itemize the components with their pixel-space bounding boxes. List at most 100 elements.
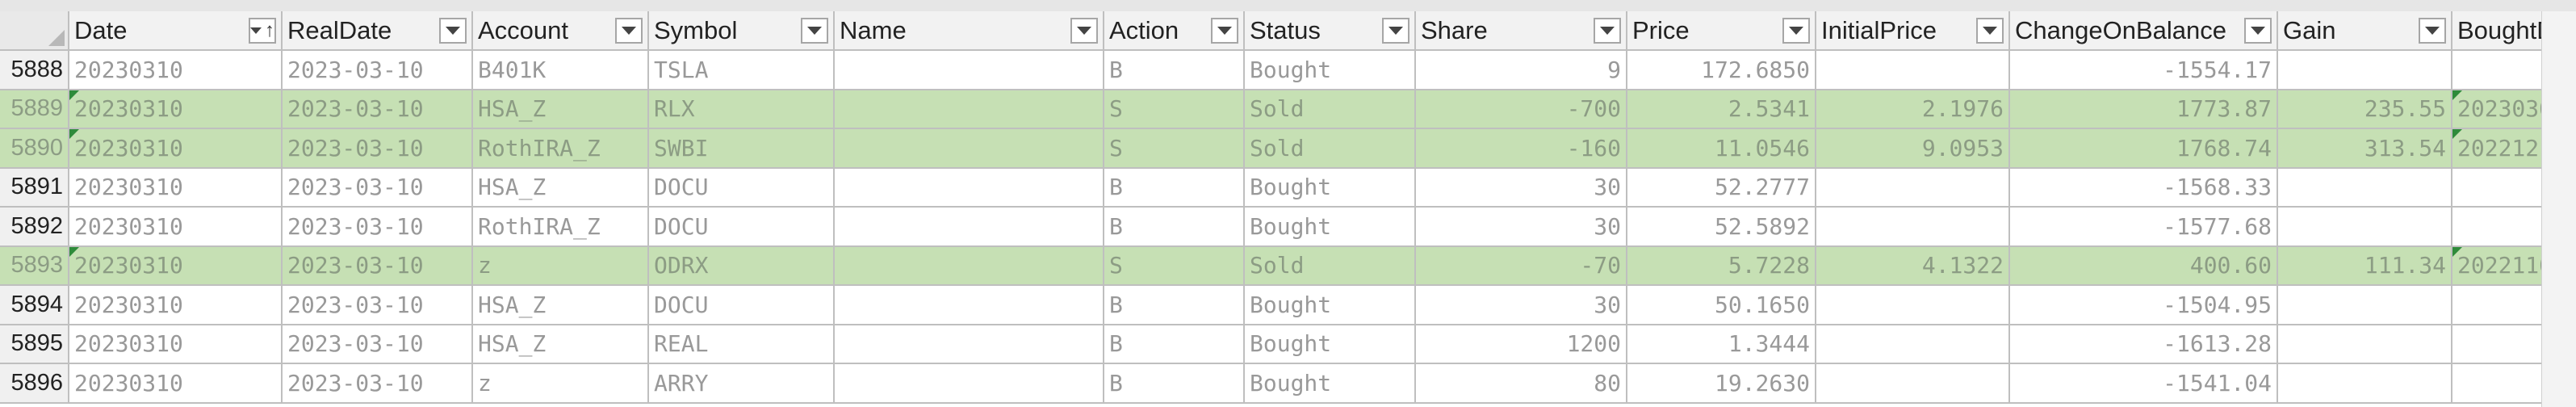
cell-initialprice[interactable] xyxy=(1816,51,2010,90)
column-header-status[interactable]: Status xyxy=(1245,11,1416,51)
column-header-price[interactable]: Price xyxy=(1627,11,1816,51)
cell-realdate[interactable]: 2023-03-10 xyxy=(283,286,473,325)
cell-realdate[interactable]: 2023-03-10 xyxy=(283,90,473,129)
cell-share[interactable]: 30 xyxy=(1416,208,1627,247)
row-number[interactable]: 5894 xyxy=(0,286,69,325)
filter-button[interactable] xyxy=(2244,18,2272,44)
cell-account[interactable]: HSA_Z xyxy=(473,90,649,129)
cell-date[interactable]: 20230310 xyxy=(69,208,283,247)
column-header-realdate[interactable]: RealDate xyxy=(283,11,473,51)
cell-status[interactable]: Bought xyxy=(1245,51,1416,90)
cell-initialprice[interactable] xyxy=(1816,286,2010,325)
cell-symbol[interactable]: SWBI xyxy=(649,129,835,169)
row-number[interactable]: 5891 xyxy=(0,168,69,208)
column-header-initialprice[interactable]: InitialPrice xyxy=(1816,11,2010,51)
cell-name[interactable] xyxy=(835,325,1104,364)
row-number[interactable]: 5888 xyxy=(0,51,69,90)
cell-gain[interactable]: 235.55 xyxy=(2278,90,2452,129)
cell-name[interactable] xyxy=(835,364,1104,404)
cell-realdate[interactable]: 2023-03-10 xyxy=(283,51,473,90)
cell-name[interactable] xyxy=(835,286,1104,325)
cell-share[interactable]: 1200 xyxy=(1416,325,1627,364)
cell-account[interactable]: HSA_Z xyxy=(473,286,649,325)
cell-account[interactable]: HSA_Z xyxy=(473,168,649,208)
filter-button[interactable] xyxy=(801,18,828,44)
cell-changeonbalance[interactable]: 400.60 xyxy=(2010,246,2278,286)
cell-action[interactable]: B xyxy=(1104,208,1245,247)
cell-date[interactable]: 20230310 xyxy=(69,246,283,286)
cell-date[interactable]: 20230310 xyxy=(69,325,283,364)
cell-price[interactable]: 52.5892 xyxy=(1627,208,1816,247)
filter-button[interactable] xyxy=(1070,18,1098,44)
cell-action[interactable]: B xyxy=(1104,364,1245,404)
cell-price[interactable]: 1.3444 xyxy=(1627,325,1816,364)
filter-button[interactable] xyxy=(439,18,467,44)
cell-price[interactable]: 11.0546 xyxy=(1627,129,1816,169)
column-header-symbol[interactable]: Symbol xyxy=(649,11,835,51)
cell-action[interactable]: B xyxy=(1104,168,1245,208)
cell-realdate[interactable]: 2023-03-10 xyxy=(283,168,473,208)
filter-button[interactable] xyxy=(615,18,643,44)
cell-price[interactable]: 52.2777 xyxy=(1627,168,1816,208)
column-header-name[interactable]: Name xyxy=(835,11,1104,51)
cell-initialprice[interactable] xyxy=(1816,168,2010,208)
row-number[interactable]: 5892 xyxy=(0,208,69,247)
cell-symbol[interactable]: ODRX xyxy=(649,246,835,286)
cell-realdate[interactable]: 2023-03-10 xyxy=(283,364,473,404)
row-number[interactable]: 5893 xyxy=(0,246,69,286)
cell-account[interactable]: z xyxy=(473,364,649,404)
row-number[interactable]: 5895 xyxy=(0,325,69,364)
row-number[interactable]: 5896 xyxy=(0,364,69,404)
cell-status[interactable]: Sold xyxy=(1245,90,1416,129)
column-header-share[interactable]: Share xyxy=(1416,11,1627,51)
cell-gain[interactable] xyxy=(2278,168,2452,208)
cell-share[interactable]: -700 xyxy=(1416,90,1627,129)
cell-initialprice[interactable] xyxy=(1816,325,2010,364)
cell-action[interactable]: S xyxy=(1104,129,1245,169)
sort-filter-button[interactable]: ↑ xyxy=(249,18,276,44)
cell-date[interactable]: 20230310 xyxy=(69,364,283,404)
row-number[interactable]: 5889 xyxy=(0,90,69,129)
cell-share[interactable]: -70 xyxy=(1416,246,1627,286)
cell-action[interactable]: S xyxy=(1104,246,1245,286)
cell-symbol[interactable]: REAL xyxy=(649,325,835,364)
cell-changeonbalance[interactable]: -1577.68 xyxy=(2010,208,2278,247)
cell-name[interactable] xyxy=(835,208,1104,247)
cell-action[interactable]: B xyxy=(1104,51,1245,90)
vertical-scrollbar[interactable] xyxy=(2541,11,2576,407)
cell-action[interactable]: S xyxy=(1104,90,1245,129)
cell-realdate[interactable]: 2023-03-10 xyxy=(283,129,473,169)
cell-date[interactable]: 20230310 xyxy=(69,286,283,325)
cell-date[interactable]: 20230310 xyxy=(69,168,283,208)
filter-button[interactable] xyxy=(1594,18,1621,44)
cell-share[interactable]: 9 xyxy=(1416,51,1627,90)
cell-gain[interactable] xyxy=(2278,286,2452,325)
cell-changeonbalance[interactable]: -1568.33 xyxy=(2010,168,2278,208)
cell-price[interactable]: 5.7228 xyxy=(1627,246,1816,286)
cell-changeonbalance[interactable]: -1554.17 xyxy=(2010,51,2278,90)
cell-account[interactable]: B401K xyxy=(473,51,649,90)
cell-action[interactable]: B xyxy=(1104,286,1245,325)
cell-changeonbalance[interactable]: 1768.74 xyxy=(2010,129,2278,169)
cell-price[interactable]: 172.6850 xyxy=(1627,51,1816,90)
cell-share[interactable]: 30 xyxy=(1416,286,1627,325)
cell-status[interactable]: Sold xyxy=(1245,129,1416,169)
filter-button[interactable] xyxy=(1782,18,1810,44)
filter-button[interactable] xyxy=(1382,18,1409,44)
cell-initialprice[interactable] xyxy=(1816,208,2010,247)
cell-price[interactable]: 19.2630 xyxy=(1627,364,1816,404)
filter-button[interactable] xyxy=(1211,18,1238,44)
cell-changeonbalance[interactable]: -1504.95 xyxy=(2010,286,2278,325)
cell-gain[interactable]: 313.54 xyxy=(2278,129,2452,169)
cell-name[interactable] xyxy=(835,246,1104,286)
cell-status[interactable]: Bought xyxy=(1245,364,1416,404)
filter-button[interactable] xyxy=(2419,18,2446,44)
cell-status[interactable]: Bought xyxy=(1245,325,1416,364)
cell-gain[interactable]: 111.34 xyxy=(2278,246,2452,286)
cell-symbol[interactable]: DOCU xyxy=(649,286,835,325)
cell-status[interactable]: Bought xyxy=(1245,286,1416,325)
cell-status[interactable]: Sold xyxy=(1245,246,1416,286)
cell-name[interactable] xyxy=(835,168,1104,208)
cell-gain[interactable] xyxy=(2278,364,2452,404)
cell-realdate[interactable]: 2023-03-10 xyxy=(283,325,473,364)
